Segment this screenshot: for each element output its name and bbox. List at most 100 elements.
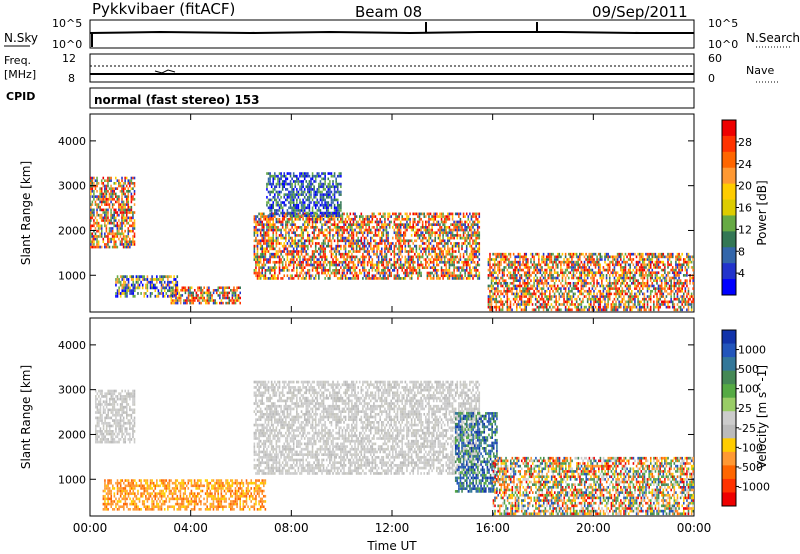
echo-cell [396, 252, 399, 256]
echo-cell [498, 308, 501, 312]
echo-cell [325, 274, 328, 278]
echo-cell [296, 188, 298, 191]
echo-cell [425, 220, 427, 224]
echo-cell [354, 266, 356, 269]
echo-cell [616, 252, 619, 256]
echo-cell [594, 252, 597, 256]
echo-cell [552, 263, 554, 267]
echo-cell [567, 252, 570, 256]
echo-cell [396, 236, 399, 240]
echo-cell [355, 231, 358, 235]
echo-cell [231, 299, 234, 302]
echo-cell [100, 200, 103, 204]
echo-cell [324, 247, 326, 251]
echo-cell [283, 236, 286, 240]
echo-cell [255, 225, 257, 229]
echo-cell [591, 271, 594, 275]
echo-cell [127, 289, 130, 293]
echo-cell [307, 188, 309, 191]
echo-cell [94, 221, 97, 225]
echo-cell [277, 250, 279, 253]
echo-cell [478, 220, 481, 224]
echo-cell [440, 247, 443, 251]
echo-cell [567, 289, 570, 293]
echo-cell [414, 244, 416, 248]
echo-cell [567, 258, 570, 261]
echo-cell [439, 231, 441, 235]
echo-cell [96, 205, 98, 209]
echo-cell [269, 228, 271, 232]
echo-cell [439, 255, 441, 259]
echo-cell [615, 287, 617, 290]
echo-cell [135, 286, 138, 290]
echo-cell [451, 217, 454, 221]
echo-cell [520, 263, 523, 267]
echo-cell [314, 266, 317, 269]
echo-cell [352, 266, 355, 269]
echo-cell [311, 211, 314, 215]
echo-cell [215, 289, 218, 292]
echo-cell [493, 292, 496, 296]
echo-cell [519, 289, 521, 293]
echo-cell [503, 295, 505, 298]
echo-cell [200, 291, 202, 295]
echo-cell [431, 215, 433, 218]
echo-cell [519, 263, 521, 267]
echo-cell [277, 239, 279, 243]
echo-cell [314, 215, 317, 218]
echo-cell [541, 260, 543, 264]
echo-cell [525, 258, 528, 261]
echo-cell [116, 289, 119, 293]
echo-cell [267, 172, 270, 175]
echo-cell [541, 292, 543, 296]
echo-cell [336, 206, 339, 210]
echo-cell [465, 269, 468, 272]
echo-cell [476, 269, 479, 272]
echo-cell [475, 263, 477, 267]
echo-cell [599, 252, 602, 256]
echo-cell [329, 234, 331, 237]
echo-cell [384, 277, 386, 280]
echo-cell [506, 287, 509, 290]
echo-cell [379, 277, 381, 280]
echo-cell [285, 174, 287, 178]
echo-cell [451, 244, 454, 248]
echo-cell [308, 180, 311, 183]
echo-cell [443, 274, 446, 278]
echo-cell [332, 214, 334, 218]
echo-cell [272, 206, 275, 210]
echo-cell [577, 308, 580, 312]
echo-cell [291, 225, 293, 229]
echo-cell [536, 297, 539, 301]
echo-cell [278, 190, 281, 194]
echo-cell [539, 271, 542, 275]
echo-cell [130, 176, 133, 180]
echo-cell [288, 231, 290, 235]
echo-cell [102, 219, 105, 222]
echo-cell [420, 212, 422, 216]
echo-cell [280, 174, 282, 178]
echo-cell [283, 211, 286, 215]
echo-cell [289, 223, 292, 226]
echo-cell [157, 289, 160, 293]
nsky-label: N.Sky [4, 31, 38, 45]
echo-cell [318, 234, 320, 237]
echo-cell [327, 231, 330, 235]
echo-cell [269, 277, 271, 280]
echo-cell [575, 276, 578, 280]
echo-cell [270, 236, 273, 240]
echo-cell [465, 247, 468, 251]
echo-cell [189, 286, 191, 290]
echo-cell [90, 240, 92, 244]
echo-cell [560, 308, 562, 312]
echo-cell [110, 227, 112, 230]
echo-cell [379, 260, 381, 264]
echo-cell [111, 189, 114, 193]
echo-cell [267, 180, 270, 183]
echo-cell [212, 291, 215, 295]
echo-cell [582, 284, 584, 288]
echo-cell [384, 271, 386, 275]
echo-cell [363, 231, 366, 235]
echo-cell [473, 231, 476, 235]
echo-cell [525, 303, 528, 306]
